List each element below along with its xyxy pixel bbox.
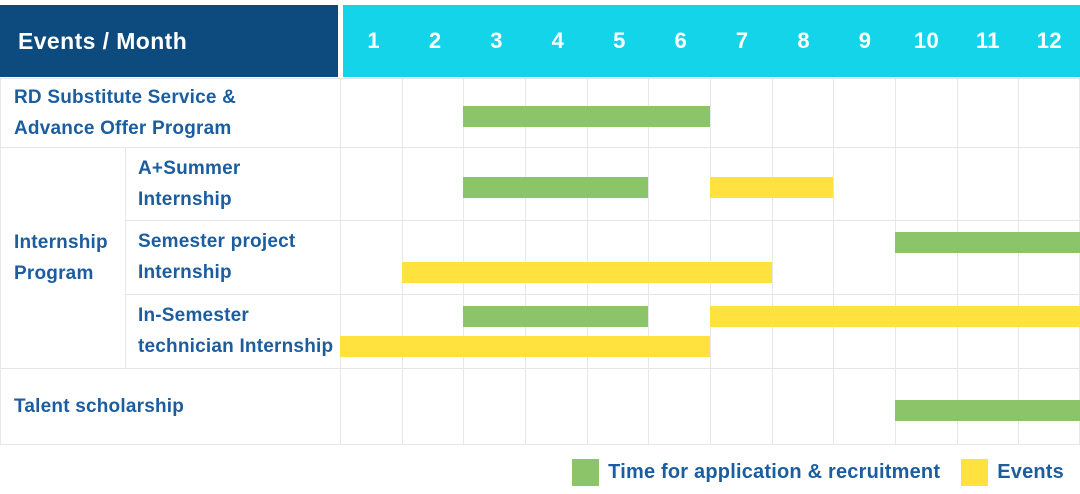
column-divider	[463, 78, 464, 445]
event-bar	[710, 306, 1080, 327]
month-label: 11	[975, 28, 1000, 53]
column-divider	[525, 78, 526, 445]
column-divider	[1018, 78, 1019, 445]
row-label: RD Substitute Service & Advance Offer Pr…	[14, 86, 237, 139]
row-divider	[0, 78, 1080, 79]
month-label: 1	[367, 28, 381, 53]
row-label: Talent scholarship	[14, 396, 185, 417]
event-bar	[401, 262, 772, 283]
event-bar	[710, 177, 834, 198]
column-divider	[402, 78, 403, 445]
month-label: 4	[551, 28, 565, 53]
column-divider	[648, 78, 649, 445]
row-label: A+Summer Internship	[138, 157, 241, 210]
column-divider	[125, 147, 126, 368]
column-divider	[833, 78, 834, 445]
column-divider	[957, 78, 958, 445]
month-header-row: 1 2 3 4 5 6 7 8 9 10 11 12	[343, 5, 1080, 77]
month-label: 6	[674, 28, 688, 53]
row-divider	[0, 444, 1080, 445]
legend-swatch-event	[961, 459, 989, 486]
column-divider	[340, 78, 341, 445]
legend-item: Time for application & recruitment	[572, 459, 940, 486]
legend-item: Events	[961, 459, 1064, 486]
row-divider	[125, 220, 1080, 221]
column-divider	[587, 78, 588, 445]
row-label: In-Semester technician Internship	[138, 305, 334, 357]
row-label: Semester project Internship	[138, 231, 296, 283]
row-divider	[125, 294, 1080, 295]
group-label: Internship Program	[14, 231, 108, 284]
recruitment-bar	[895, 400, 1080, 421]
legend-label: Time for application & recruitment	[608, 461, 941, 483]
recruitment-bar	[463, 106, 710, 127]
column-divider	[710, 78, 711, 445]
row-divider	[0, 368, 1080, 369]
column-divider	[0, 78, 1, 445]
event-bar	[340, 336, 710, 357]
recruitment-bar	[463, 177, 649, 198]
month-label: 12	[1036, 28, 1062, 53]
legend-label: Events	[997, 461, 1064, 483]
legend: Time for application & recruitment Events	[572, 459, 1064, 486]
month-label: 3	[490, 28, 503, 53]
recruitment-bar	[895, 232, 1080, 253]
recruitment-bar	[463, 306, 649, 327]
month-label: 8	[797, 28, 810, 53]
month-label: 7	[735, 28, 749, 53]
month-label: 10	[913, 28, 940, 53]
table-title: Events / Month	[18, 27, 188, 54]
column-divider	[895, 78, 896, 445]
month-label: 2	[428, 28, 442, 53]
legend-swatch-recruitment	[572, 459, 600, 486]
row-divider	[0, 147, 1080, 148]
month-label: 5	[613, 28, 626, 53]
month-label: 9	[858, 28, 872, 53]
column-divider	[772, 78, 773, 445]
table-header-cell: Events / Month	[0, 5, 338, 77]
